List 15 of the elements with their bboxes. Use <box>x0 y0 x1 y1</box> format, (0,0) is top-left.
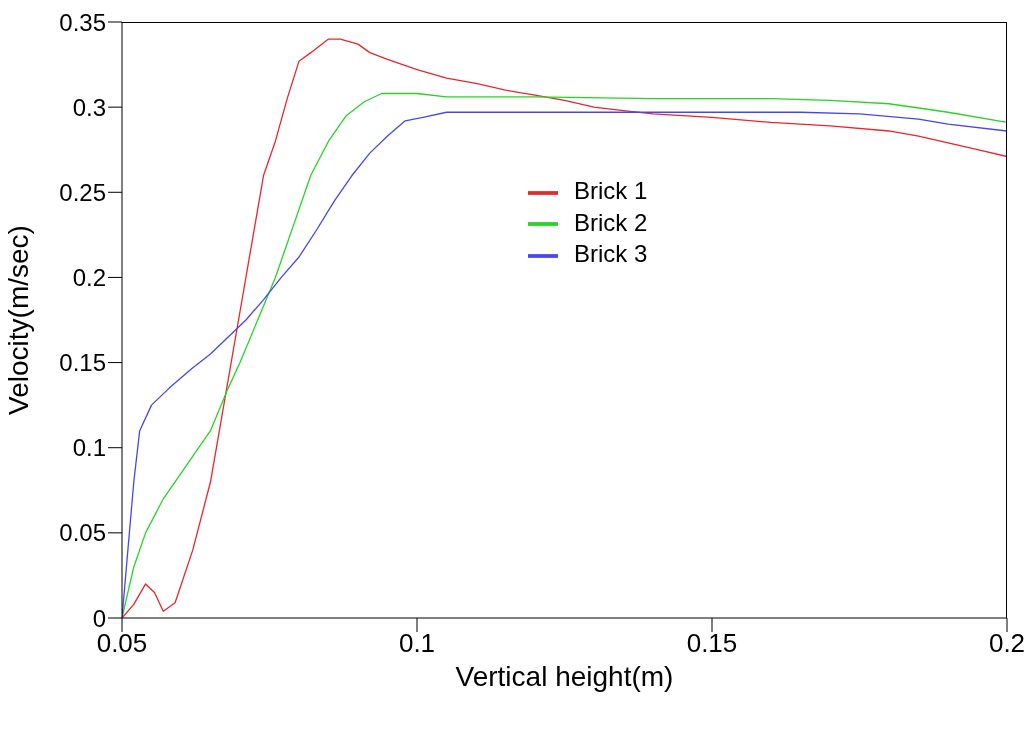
legend-label: Brick 2 <box>574 208 648 236</box>
legend-label: Brick 3 <box>574 240 648 268</box>
legend-label: Brick 1 <box>574 177 648 204</box>
x-axis-title: Vertical height(m) <box>455 661 674 692</box>
y-tick-label: 0.05 <box>59 519 106 547</box>
y-tick-label: 0.25 <box>59 178 106 206</box>
y-tick-label: 0.3 <box>72 93 106 121</box>
y-axis-title: Velocity(m/sec) <box>2 225 34 415</box>
x-tick-label: 0.15 <box>686 628 738 659</box>
y-tick-label: 0.1 <box>72 434 106 462</box>
x-tick-label: 0.1 <box>398 628 436 659</box>
y-tick-label: 0.35 <box>59 8 106 36</box>
x-tick-label: 0.2 <box>988 628 1026 659</box>
y-tick-label: 0.2 <box>72 263 106 291</box>
y-tick-label: 0.15 <box>59 349 106 377</box>
